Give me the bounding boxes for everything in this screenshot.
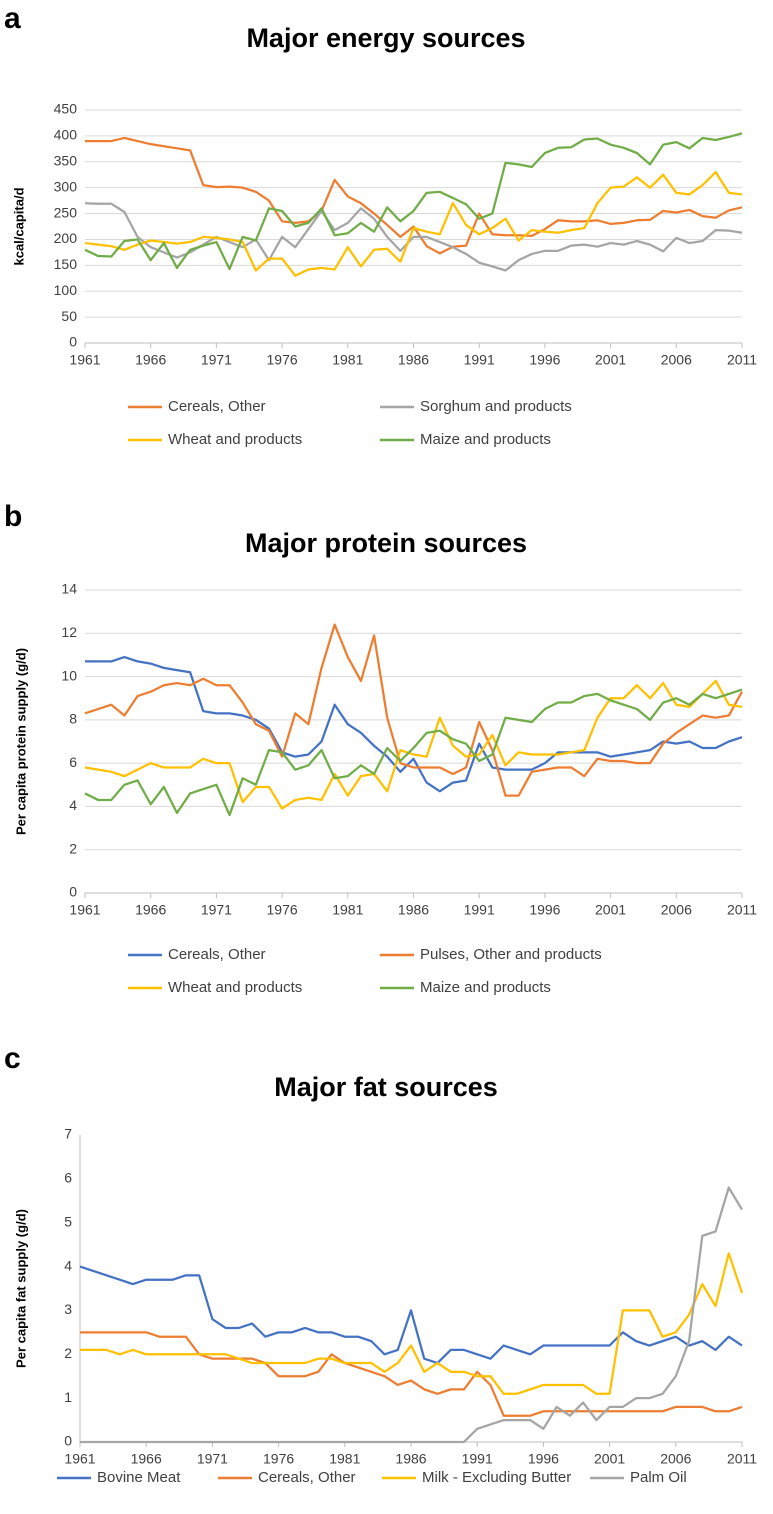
legend-label: Cereals, Other (168, 946, 266, 963)
x-tick-label: 1981 (329, 1451, 360, 1467)
y-tick-label: 6 (69, 754, 77, 770)
y-tick-label: 1 (64, 1389, 72, 1405)
x-tick-label: 1981 (332, 352, 363, 368)
y-tick-label: 3 (64, 1301, 72, 1317)
y-tick-label: 300 (54, 178, 78, 194)
x-tick-label: 2006 (660, 1451, 691, 1467)
legend-label: Bovine Meat (97, 1469, 181, 1486)
y-axis-label: Per capita fat supply (g/d) (13, 1209, 28, 1368)
x-tick-label: 1991 (464, 902, 495, 918)
legend-label: Sorghum and products (420, 398, 572, 415)
y-tick-label: 2 (69, 840, 77, 856)
chart-title: Major protein sources (245, 528, 527, 558)
y-tick-label: 4 (69, 797, 77, 813)
legend-label: Cereals, Other (168, 398, 266, 415)
x-tick-label: 2006 (661, 352, 692, 368)
series-line (80, 1331, 743, 1417)
y-tick-label: 7 (64, 1126, 72, 1142)
chart-title: Major fat sources (274, 1072, 498, 1102)
series-line (84, 202, 743, 272)
x-tick-label: 2011 (727, 902, 757, 918)
legend-label: Palm Oil (630, 1469, 687, 1486)
series-line (84, 132, 743, 271)
x-tick-label: 1996 (528, 1451, 559, 1467)
y-axis-label: kcal/capita/d (11, 187, 26, 265)
x-tick-label: 2001 (595, 902, 626, 918)
x-tick-label: 1976 (267, 352, 298, 368)
y-tick-label: 0 (69, 884, 77, 900)
series-line (80, 1252, 744, 1395)
x-tick-label: 2001 (594, 1451, 625, 1467)
legend-label: Pulses, Other and products (420, 946, 602, 963)
y-tick-label: 50 (61, 308, 77, 324)
x-tick-label: 1961 (69, 352, 100, 368)
y-tick-label: 250 (54, 204, 78, 220)
y-tick-label: 0 (69, 334, 77, 350)
series-line (84, 688, 743, 817)
y-tick-label: 150 (54, 256, 78, 272)
x-tick-label: 1971 (201, 352, 232, 368)
x-tick-label: 2001 (595, 352, 626, 368)
series-line (84, 679, 743, 810)
y-tick-label: 0 (64, 1433, 72, 1449)
chart-title: Major energy sources (246, 23, 525, 53)
legend-label: Wheat and products (168, 979, 302, 996)
x-tick-label: 1971 (197, 1451, 228, 1467)
x-tick-label: 1986 (398, 352, 429, 368)
x-tick-label: 1996 (529, 902, 560, 918)
series-line (80, 1186, 743, 1444)
x-tick-label: 1971 (201, 902, 232, 918)
x-tick-label: 1966 (135, 352, 166, 368)
x-tick-label: 1991 (462, 1451, 493, 1467)
x-tick-label: 2011 (727, 1451, 757, 1467)
legend-label: Maize and products (420, 431, 551, 448)
panel-label: c (4, 1042, 21, 1075)
y-tick-label: 100 (54, 282, 78, 298)
y-tick-label: 200 (54, 230, 78, 246)
y-tick-label: 6 (64, 1170, 72, 1186)
series-line (79, 1265, 743, 1365)
y-tick-label: 10 (61, 667, 77, 683)
x-tick-label: 1976 (267, 902, 298, 918)
x-tick-label: 1961 (64, 1451, 95, 1467)
x-tick-label: 1991 (464, 352, 495, 368)
y-tick-label: 5 (64, 1213, 72, 1229)
x-tick-label: 1966 (135, 902, 166, 918)
legend-label: Cereals, Other (258, 1469, 356, 1486)
y-tick-label: 2 (64, 1345, 72, 1361)
y-tick-label: 4 (64, 1257, 72, 1273)
y-tick-label: 450 (54, 101, 78, 117)
x-tick-label: 1986 (398, 902, 429, 918)
x-tick-label: 2006 (661, 902, 692, 918)
series-line (84, 171, 743, 277)
y-tick-label: 14 (61, 581, 77, 597)
series-line (85, 136, 743, 255)
y-tick-label: 8 (69, 711, 77, 727)
y-tick-label: 12 (61, 624, 77, 640)
x-tick-label: 1981 (332, 902, 363, 918)
y-tick-label: 400 (54, 127, 78, 143)
y-axis-label: Per capita protein supply (g/d) (13, 648, 28, 835)
y-tick-label: 350 (54, 152, 78, 168)
legend-label: Wheat and products (168, 431, 302, 448)
x-tick-label: 1966 (131, 1451, 162, 1467)
panel-label: b (4, 500, 22, 533)
x-tick-label: 1996 (529, 352, 560, 368)
x-tick-label: 1976 (263, 1451, 294, 1467)
series-line (84, 623, 743, 797)
x-tick-label: 1961 (69, 902, 100, 918)
x-tick-label: 2011 (727, 352, 757, 368)
legend-label: Milk - Excluding Butter (422, 1469, 571, 1486)
x-tick-label: 1986 (395, 1451, 426, 1467)
legend-label: Maize and products (420, 979, 551, 996)
series-line (85, 655, 743, 793)
panel-label: a (4, 2, 21, 35)
